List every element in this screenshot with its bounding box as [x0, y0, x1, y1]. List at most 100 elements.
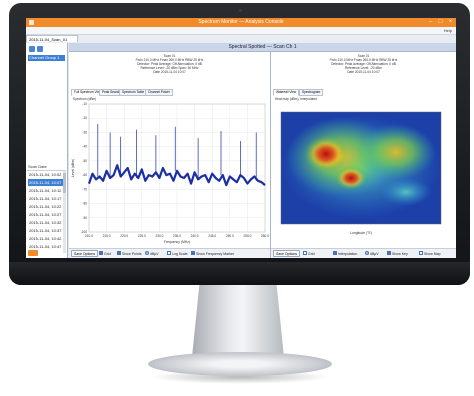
x-tick-label: 210.0: [85, 234, 93, 238]
y-tick-label: -10: [82, 102, 87, 106]
date-list-item[interactable]: 2015-11-04, 10:17: [29, 196, 62, 201]
heatmap-dbuv-radio[interactable]: dBµV: [365, 251, 379, 257]
app-icon: [29, 20, 34, 25]
tab-spectrogram[interactable]: Spectrogram: [299, 89, 324, 96]
heatmap-plot-title: Heat map (dBm), Interpolated: [275, 97, 317, 101]
date-list-header: Scan Date: [27, 164, 66, 171]
y-tick-label: -80: [82, 202, 87, 206]
spectrum-options-bar: Save Options Grid Show Points dBµV Log S…: [69, 248, 270, 258]
checkbox-icon: [99, 251, 103, 256]
x-tick-label: 255.0: [243, 234, 251, 238]
x-tick-label: 245.0: [208, 234, 216, 238]
heatmap-chart[interactable]: Longitude (°E): [271, 102, 456, 247]
heatmap-interpolation-label: Interpolation: [338, 252, 358, 256]
spectrum-info-line: Fmin 210.0 MHz Fmax 260.0 MHz RBW 25 kHz: [135, 58, 204, 62]
close-icon[interactable]: ×: [448, 19, 453, 25]
x-tick-label: 225.0: [138, 234, 146, 238]
heatmap-show-key-checkbox[interactable]: Show Key: [387, 251, 408, 257]
heat-region: [356, 124, 436, 180]
y-tick-label: -100: [81, 230, 88, 234]
checkbox-icon: [387, 251, 391, 256]
document-tab[interactable]: 2015-11-04_Scan_01: [26, 35, 78, 42]
radio-icon: [145, 251, 149, 256]
heatmap-grid-checkbox[interactable]: Grid: [303, 251, 315, 257]
x-tick-label: 215.0: [103, 234, 111, 238]
date-list-item[interactable]: 2015-11-04, 10:37: [29, 228, 62, 233]
y-tick-label: -60: [82, 173, 87, 177]
y-tick-label: -70: [82, 187, 87, 191]
heatmap-show-key-label: Show Key: [392, 252, 408, 256]
add-icon[interactable]: [29, 46, 35, 52]
date-list-item[interactable]: 2015-11-04, 10:12: [29, 188, 62, 193]
menu-help[interactable]: Help: [443, 28, 452, 33]
y-tick-label: -90: [82, 216, 87, 220]
spectrum-plot-title: Spectrum (dBm): [73, 97, 97, 101]
spectrum-grid-checkbox[interactable]: Grid: [99, 251, 111, 257]
x-tick-label: 240.0: [191, 234, 199, 238]
maximize-icon[interactable]: □: [438, 19, 443, 25]
x-tick-label: 250.0: [226, 234, 234, 238]
spectrum-save-options-button[interactable]: Save Options: [71, 250, 99, 257]
status-chip: [28, 250, 38, 256]
tree-item-selected[interactable]: Channel Group 1: [28, 55, 65, 61]
date-list-item[interactable]: 2015-11-04, 10:27: [29, 212, 62, 217]
heatmap-panel: Scan 01 Fmin 210.0 MHz Fmax 260.0 MHz RB…: [271, 52, 456, 258]
tab-channel-power[interactable]: Channel Power: [145, 89, 173, 96]
checkbox-icon: [167, 251, 171, 256]
date-list-scroll-thumb[interactable]: [63, 173, 66, 193]
window-titlebar: Spectrum Monitor — Analysis Console – □ …: [26, 18, 456, 27]
spectrum-panel: Scan 01 Fmin 210.0 MHz Fmax 260.0 MHz RB…: [69, 52, 271, 258]
spectrum-freq-marker-checkbox[interactable]: Show Frequency Marker: [191, 251, 234, 257]
y-tick-label: -40: [82, 145, 87, 149]
spectrum-log-scale-checkbox[interactable]: Log Scale: [167, 251, 188, 257]
screen: Spectrum Monitor — Analysis Console – □ …: [26, 18, 456, 258]
heat-region: [380, 178, 432, 206]
heatmap-options-bar: Save Options Grid Interpolation dBµV Sho…: [271, 248, 456, 258]
workspace: Channel Group 1 Scan Date 2015-11-04, 10…: [26, 43, 456, 258]
spectrum-show-points-checkbox[interactable]: Show Points: [117, 251, 141, 257]
window-title: Spectrum Monitor — Analysis Console: [198, 19, 284, 25]
x-axis-label: Frequency (MHz): [164, 240, 190, 244]
checkbox-icon: [191, 251, 195, 256]
tab-waterfall-view[interactable]: Waterfall View: [273, 89, 300, 96]
checkbox-icon: [303, 251, 307, 256]
y-tick-label: -30: [82, 130, 87, 134]
date-list-item[interactable]: 2015-11-04, 10:32: [29, 220, 62, 225]
radio-icon: [365, 251, 369, 256]
date-list-item[interactable]: 2015-11-04, 10:07: [28, 179, 65, 186]
spectrum-info: Scan 01 Fmin 210.0 MHz Fmax 260.0 MHz RB…: [69, 54, 270, 74]
heatmap-show-map-label: Show Map: [424, 252, 441, 256]
date-list-item[interactable]: 2015-11-04, 10:47: [29, 244, 62, 249]
x-tick-label: 235.0: [173, 234, 181, 238]
monitor-stand-base: [148, 352, 332, 376]
date-list-scrollbar[interactable]: [63, 171, 66, 253]
monitor-stand-neck: [192, 285, 284, 357]
date-list-item[interactable]: 2015-11-04, 10:22: [29, 204, 62, 209]
y-axis-label: Level (dBm): [71, 159, 75, 177]
monitor-chin: [9, 262, 470, 285]
menu-bar: Help: [26, 27, 456, 35]
spectrum-log-scale-label: Log Scale: [172, 252, 188, 256]
date-list-item[interactable]: 2015-11-04, 10:42: [29, 236, 62, 241]
heatmap-info-line: Detector: Peak Average: Off Attenuation:…: [331, 62, 396, 66]
heatmap-info-line: Fmin 210.0 MHz Fmax 260.0 MHz RBW 25 kHz: [329, 58, 398, 62]
heatmap-info-line: Reference Level: -20 dBm: [344, 66, 383, 70]
y-tick-label: -50: [82, 159, 87, 163]
tab-spectrum-table[interactable]: Spectrum Table: [119, 89, 148, 96]
heatmap-grid-label: Grid: [308, 252, 315, 256]
heatmap-interpolation-checkbox[interactable]: Interpolation: [333, 251, 357, 257]
y-tick-label: -20: [82, 116, 87, 120]
panel-title: Spectral Spotted — Scan Ch 1: [228, 44, 297, 50]
x-tick-label: 230.0: [155, 234, 163, 238]
heatmap-show-map-checkbox[interactable]: Show Map: [419, 251, 441, 257]
checkbox-icon: [117, 251, 121, 256]
spectrum-dbuv-radio[interactable]: dBµV: [145, 251, 159, 257]
panel-header: Spectral Spotted — Scan Ch 1: [69, 43, 456, 52]
heatmap-save-options-button[interactable]: Save Options: [273, 250, 301, 257]
date-list-item[interactable]: 2015-11-04, 10:02: [29, 172, 62, 177]
spectrum-dbuv-label: dBµV: [150, 252, 159, 256]
spectrum-grid-label: Grid: [104, 252, 111, 256]
refresh-icon[interactable]: [37, 46, 43, 52]
minimize-icon[interactable]: –: [428, 19, 433, 25]
